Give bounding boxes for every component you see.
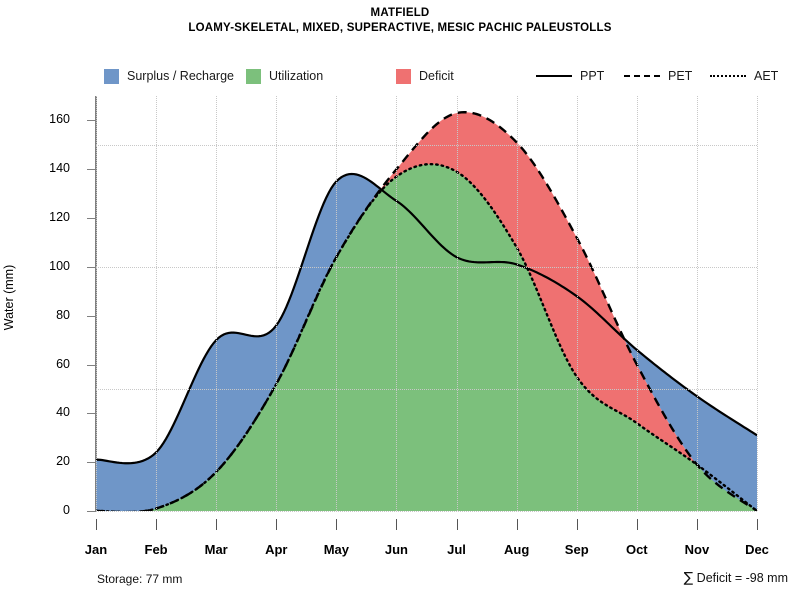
gridline-vertical xyxy=(456,96,458,511)
legend-label-deficit: Deficit xyxy=(419,69,454,83)
x-tick-label: Sep xyxy=(564,542,589,557)
x-tick xyxy=(636,519,638,530)
series-line-aet xyxy=(96,162,757,511)
x-tick-label: Aug xyxy=(503,542,530,557)
legend-item-surplus: Surplus / Recharge xyxy=(104,64,234,88)
legend-label-pet: PET xyxy=(668,69,693,83)
y-tick xyxy=(87,413,96,415)
legend-item-utilization: Utilization xyxy=(246,64,323,88)
legend-item-ppt: PPT xyxy=(536,64,604,88)
x-tick-label: Feb xyxy=(144,542,168,557)
gridline-horizontal xyxy=(96,266,757,268)
x-tick-label: Jul xyxy=(447,542,466,557)
x-tick xyxy=(757,519,758,530)
y-tick xyxy=(87,511,96,512)
y-tick-label: 60 xyxy=(56,356,70,371)
x-tick xyxy=(156,519,158,530)
page-subtitle: LOAMY-SKELETAL, MIXED, SUPERACTIVE, MESI… xyxy=(188,22,612,34)
legend-item-deficit: Deficit xyxy=(396,64,454,88)
x-tick xyxy=(216,519,218,530)
x-tick-label: Jun xyxy=(384,542,409,557)
y-tick xyxy=(87,169,96,171)
gridline-vertical xyxy=(336,96,338,511)
gridline-vertical xyxy=(96,96,97,511)
gridline-vertical xyxy=(636,96,638,511)
gridline-vertical xyxy=(396,96,398,511)
x-tick-label: Nov xyxy=(684,542,710,557)
band-surplus xyxy=(96,173,379,511)
y-tick-label: 140 xyxy=(49,161,70,176)
gridline-vertical xyxy=(576,96,578,511)
legend-swatch-surplus xyxy=(104,68,119,84)
y-tick xyxy=(87,120,96,122)
x-tick-label: Jan xyxy=(84,542,108,557)
gridline-horizontal xyxy=(96,511,757,512)
gridline-vertical xyxy=(216,96,218,511)
x-tick xyxy=(396,519,398,530)
legend-label-surplus: Surplus / Recharge xyxy=(127,69,235,83)
legend-swatch-utilization xyxy=(246,68,261,84)
series-line-ppt xyxy=(96,172,757,465)
sigma-icon: ∑ xyxy=(683,570,694,586)
gridline-horizontal xyxy=(96,388,757,390)
x-tick xyxy=(696,519,698,530)
x-tick xyxy=(516,519,518,530)
deficit-note: ∑ Deficit = -98 mm xyxy=(684,570,788,586)
band-surplus xyxy=(624,338,757,511)
x-tick xyxy=(336,519,338,530)
x-tick-label: Dec xyxy=(745,542,769,557)
y-tick-label: 20 xyxy=(56,454,70,469)
gridline-vertical xyxy=(696,96,698,511)
y-tick xyxy=(87,462,96,464)
series-line-pet xyxy=(96,111,757,511)
y-tick xyxy=(87,315,96,317)
gridline-horizontal xyxy=(96,144,757,146)
legend-line-pet xyxy=(624,69,660,83)
y-tick-label: 100 xyxy=(49,258,70,273)
legend-line-aet xyxy=(710,69,746,83)
x-tick-label: Oct xyxy=(625,542,648,557)
gridline-vertical xyxy=(757,96,758,511)
band-deficit xyxy=(338,112,695,463)
x-tick xyxy=(576,519,578,530)
legend-label-aet: AET xyxy=(754,69,779,83)
chart-legend: Surplus / Recharge Utilization Deficit P… xyxy=(0,64,800,88)
chart-title-block: MATFIELD LOAMY-SKELETAL, MIXED, SUPERACT… xyxy=(0,6,800,36)
plot-area xyxy=(96,96,758,512)
x-tick-label: Apr xyxy=(265,542,288,557)
y-tick xyxy=(87,364,96,366)
x-tick xyxy=(276,519,278,530)
gridline-vertical xyxy=(156,96,158,511)
y-tick-label: 120 xyxy=(49,210,70,225)
x-tick xyxy=(96,519,97,530)
y-axis-tick-labels: 0 20 40 60 80 100 120 140 160 xyxy=(0,96,82,517)
chart-canvas xyxy=(96,111,757,511)
y-tick-label: 40 xyxy=(56,405,70,420)
x-tick xyxy=(456,519,458,530)
legend-label-ppt: PPT xyxy=(580,69,605,83)
gridline-vertical xyxy=(516,96,518,511)
legend-item-aet: AET xyxy=(710,64,778,88)
y-tick xyxy=(87,266,96,268)
y-tick-label: 80 xyxy=(56,307,70,322)
legend-swatch-deficit xyxy=(396,68,411,84)
band-utilization xyxy=(145,164,756,511)
storage-note: Storage: 77 mm xyxy=(97,572,183,586)
gridline-vertical xyxy=(276,96,278,511)
legend-label-utilization: Utilization xyxy=(269,69,324,83)
deficit-note-text: Deficit = -98 mm xyxy=(693,571,788,585)
page-title: MATFIELD xyxy=(370,7,430,19)
legend-item-pet: PET xyxy=(624,64,692,88)
x-tick-label: Mar xyxy=(204,542,228,557)
y-tick-label: 0 xyxy=(63,503,70,517)
y-tick xyxy=(87,218,96,220)
y-tick-label: 160 xyxy=(49,112,70,127)
x-tick-label: May xyxy=(323,542,349,557)
legend-line-ppt xyxy=(536,69,572,83)
